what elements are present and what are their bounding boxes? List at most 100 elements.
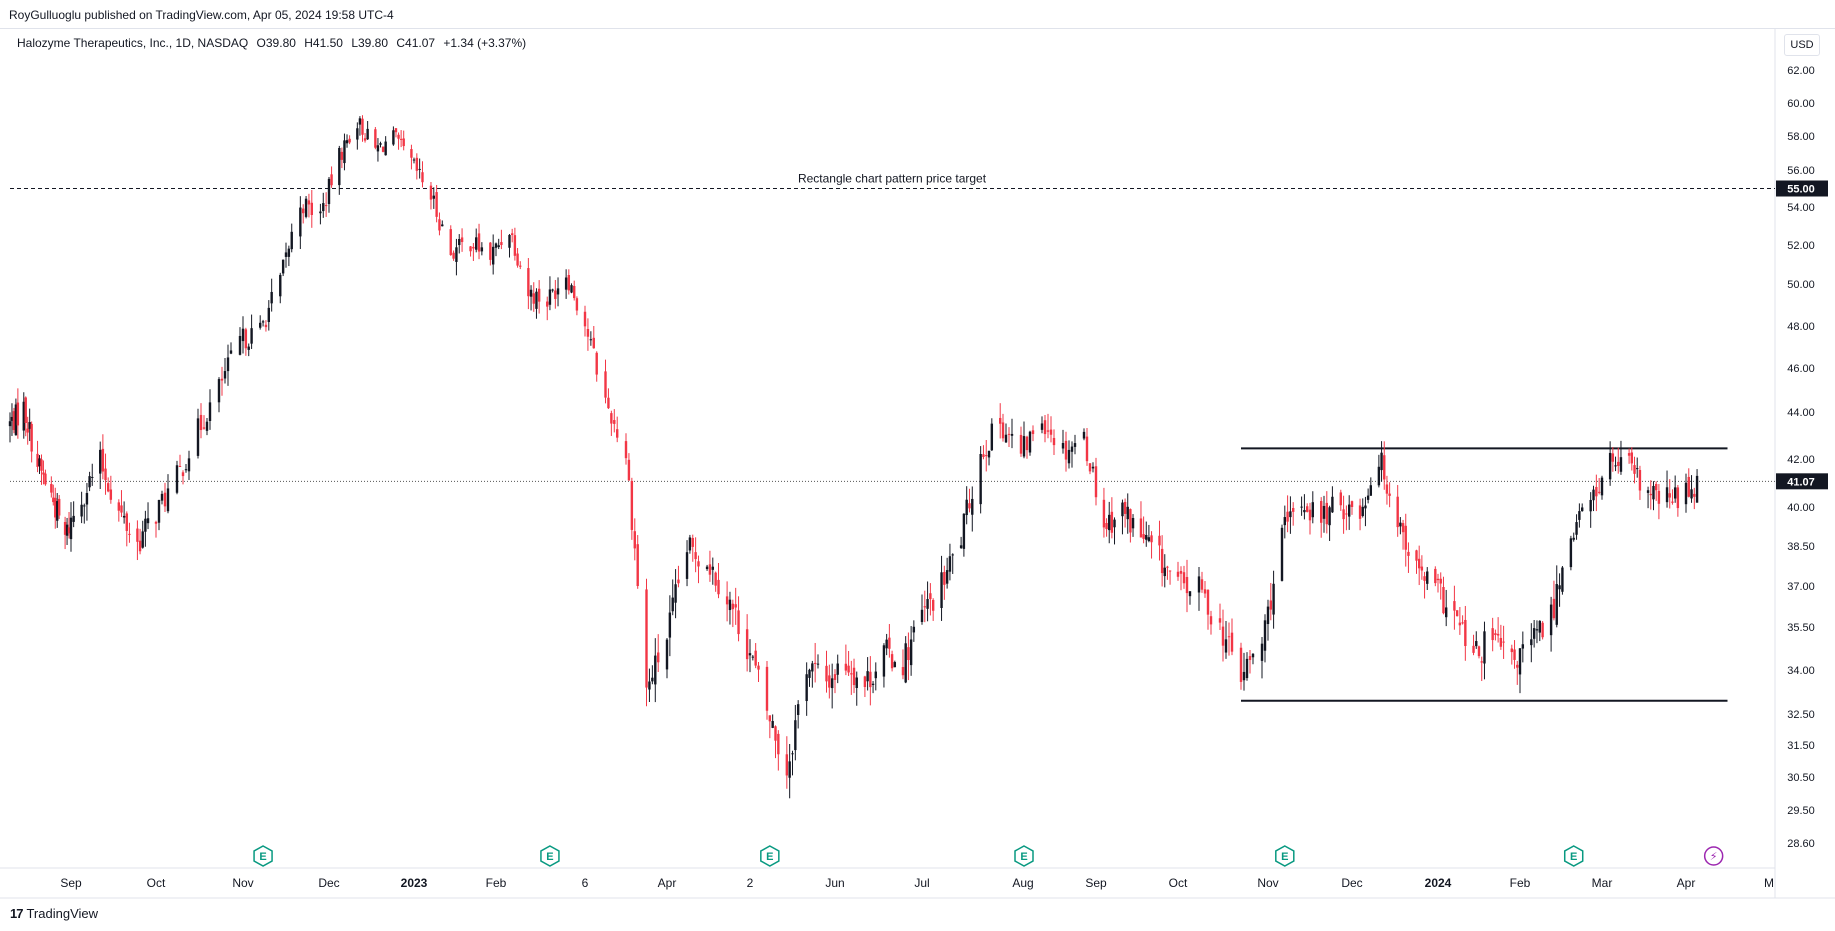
candle[interactable]	[178, 454, 182, 468]
candle[interactable]	[181, 470, 185, 485]
candle[interactable]	[1224, 620, 1228, 659]
candle[interactable]	[376, 138, 380, 162]
candle[interactable]	[708, 550, 712, 582]
candle[interactable]	[304, 196, 308, 219]
candle[interactable]	[472, 243, 475, 261]
candle[interactable]	[480, 242, 484, 256]
candle[interactable]	[1121, 499, 1124, 535]
candle[interactable]	[1206, 589, 1210, 630]
candle[interactable]	[901, 649, 905, 680]
candle[interactable]	[109, 475, 113, 504]
candle[interactable]	[24, 396, 27, 437]
candle[interactable]	[711, 557, 714, 585]
candle[interactable]	[1248, 650, 1252, 674]
earnings-event-icon[interactable]: E	[540, 845, 560, 867]
candle[interactable]	[491, 234, 495, 275]
candle[interactable]	[1102, 487, 1106, 538]
candle[interactable]	[54, 487, 57, 529]
candle[interactable]	[363, 133, 367, 143]
candle[interactable]	[774, 725, 777, 759]
candle[interactable]	[1123, 498, 1127, 528]
candle[interactable]	[1283, 505, 1286, 539]
candle[interactable]	[1617, 447, 1620, 474]
candle[interactable]	[527, 258, 530, 310]
candle[interactable]	[163, 482, 167, 512]
candle[interactable]	[1269, 582, 1272, 621]
candle[interactable]	[1684, 473, 1688, 513]
candle[interactable]	[72, 501, 75, 528]
candle[interactable]	[636, 535, 639, 589]
candle[interactable]	[1073, 434, 1077, 455]
candle[interactable]	[324, 192, 328, 217]
candle[interactable]	[962, 513, 966, 557]
candle[interactable]	[674, 569, 677, 619]
candle[interactable]	[1499, 624, 1503, 650]
candle[interactable]	[343, 133, 346, 171]
candle[interactable]	[785, 736, 789, 789]
candle[interactable]	[882, 643, 886, 688]
candle[interactable]	[175, 460, 179, 495]
earnings-event-icon[interactable]: E	[760, 845, 780, 867]
candle[interactable]	[1434, 566, 1437, 587]
candle[interactable]	[714, 571, 717, 592]
earnings-event-icon[interactable]: E	[1275, 845, 1295, 867]
candle[interactable]	[665, 638, 669, 679]
candle[interactable]	[1361, 498, 1364, 518]
candle[interactable]	[1388, 482, 1391, 508]
candle[interactable]	[754, 643, 757, 669]
candle[interactable]	[1668, 479, 1671, 509]
candle[interactable]	[205, 418, 209, 436]
candle[interactable]	[1439, 572, 1442, 600]
candle[interactable]	[688, 534, 692, 554]
candle[interactable]	[567, 269, 571, 295]
candle[interactable]	[1131, 514, 1135, 537]
candle[interactable]	[1600, 475, 1604, 500]
candle[interactable]	[685, 540, 689, 587]
candle[interactable]	[101, 434, 105, 480]
candle[interactable]	[1139, 501, 1143, 538]
candle[interactable]	[1239, 642, 1243, 690]
candle[interactable]	[1417, 545, 1421, 586]
candle[interactable]	[931, 598, 935, 621]
candle[interactable]	[564, 269, 568, 299]
candle[interactable]	[694, 537, 697, 573]
candle[interactable]	[731, 599, 735, 628]
candle[interactable]	[1328, 505, 1331, 541]
candle[interactable]	[1308, 502, 1312, 535]
candle[interactable]	[1383, 441, 1386, 490]
candle[interactable]	[1399, 517, 1402, 535]
candle[interactable]	[556, 277, 560, 307]
candle[interactable]	[1245, 652, 1249, 681]
candle[interactable]	[1263, 614, 1267, 663]
candle[interactable]	[1221, 609, 1225, 662]
candle[interactable]	[737, 596, 740, 642]
candle[interactable]	[267, 300, 270, 331]
candle[interactable]	[1518, 647, 1522, 694]
candle[interactable]	[923, 590, 926, 623]
candle[interactable]	[1163, 554, 1166, 588]
candle[interactable]	[1292, 502, 1295, 526]
candle[interactable]	[281, 259, 285, 277]
candle[interactable]	[397, 132, 400, 150]
candle[interactable]	[697, 555, 700, 584]
candle[interactable]	[1166, 565, 1169, 580]
candle[interactable]	[402, 130, 405, 151]
candle[interactable]	[1280, 524, 1284, 582]
candle[interactable]	[794, 704, 797, 761]
candle[interactable]	[418, 158, 421, 179]
candle[interactable]	[1654, 481, 1658, 501]
candle[interactable]	[1657, 484, 1661, 520]
candle[interactable]	[648, 668, 651, 702]
candle[interactable]	[1320, 497, 1323, 538]
candle[interactable]	[1627, 448, 1631, 464]
candle[interactable]	[519, 261, 522, 270]
candle[interactable]	[128, 522, 131, 543]
candle[interactable]	[67, 511, 71, 539]
candle[interactable]	[1575, 514, 1578, 540]
candle[interactable]	[136, 520, 139, 561]
candle[interactable]	[22, 392, 25, 439]
candle[interactable]	[816, 654, 820, 669]
candle[interactable]	[279, 272, 282, 304]
candle[interactable]	[607, 388, 610, 409]
candle[interactable]	[330, 166, 333, 188]
